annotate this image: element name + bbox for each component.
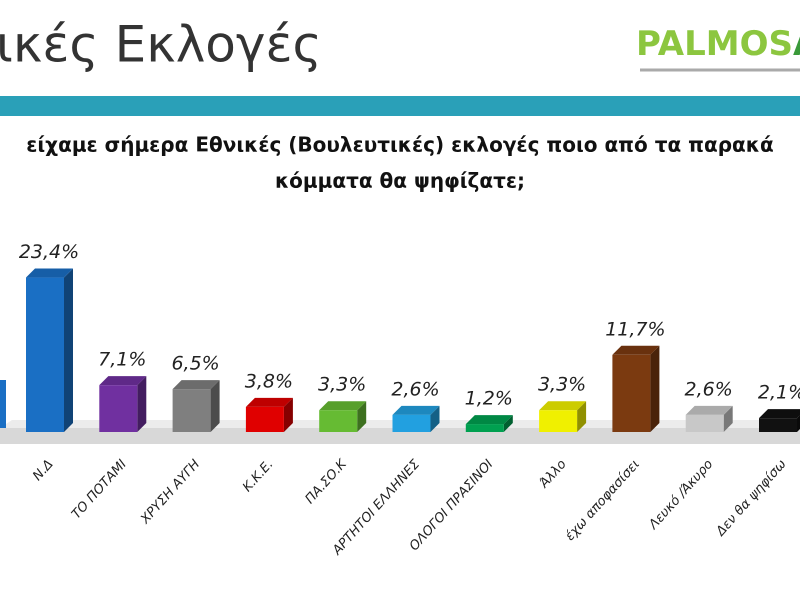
category-label: έχω αποφασίσει <box>563 457 643 544</box>
bar-side <box>283 397 293 432</box>
bar-side <box>64 268 73 432</box>
bar-side <box>797 415 800 432</box>
bar-top <box>172 380 220 390</box>
bar <box>392 414 431 432</box>
bar <box>26 277 64 432</box>
value-label: 23,4% <box>19 241 79 263</box>
bar <box>539 410 578 432</box>
bar-side <box>357 401 367 432</box>
value-label: 11,7% <box>605 318 665 340</box>
value-label: 2,1% <box>758 382 800 404</box>
value-label: 6,5% <box>171 353 219 375</box>
bar-side <box>723 405 733 432</box>
cropped-bar <box>0 380 6 428</box>
bar <box>759 418 797 432</box>
bar-top <box>26 268 73 278</box>
bar-top <box>612 345 660 355</box>
bar-top <box>539 401 587 411</box>
category-label: ΧΡΥΣΗ ΑΥΓΗ <box>137 457 203 528</box>
bar <box>245 406 284 432</box>
bar-top <box>759 409 800 419</box>
category-label: ΤΟ ΠΟΤΑΜΙ <box>69 457 130 522</box>
logo: PALMOSAN <box>636 24 800 64</box>
bar-top <box>392 405 440 415</box>
bar-side <box>577 401 587 432</box>
value-label: 3,3% <box>538 374 586 396</box>
bar-side <box>650 345 660 432</box>
category-label: ΟΛΟΓΟΙ ΠΡΑΣΙΝΟΙ <box>407 457 497 554</box>
category-label: Δεν θα ψηφίσω <box>713 457 790 540</box>
bar <box>99 385 138 432</box>
category-label: Άλλο <box>536 457 569 492</box>
value-label: 1,2% <box>465 388 513 410</box>
category-label: Ν.Δ <box>30 457 56 484</box>
category-label: ΠΑ.ΣΟ.Κ <box>303 456 351 507</box>
bar-side <box>210 380 220 432</box>
logo-main: PALMOS <box>636 24 793 64</box>
bar-top <box>99 376 147 386</box>
question-line: είχαμε σήμερα Εθνικές (Βουλευτικές) εκλο… <box>26 133 774 157</box>
banner-band <box>0 96 800 116</box>
bar <box>319 410 358 432</box>
bar-side <box>430 405 440 432</box>
bar-top <box>319 401 367 411</box>
bar <box>612 354 651 432</box>
value-label: 2,6% <box>685 378 733 400</box>
category-label: Λευκό /Άκυρο <box>646 457 717 533</box>
question-line: κόμματα θα ψηφίζατε; <box>275 169 525 193</box>
bar-side <box>137 376 147 432</box>
value-label: 2,6% <box>391 378 439 400</box>
slide-title: ικές Εκλογές <box>0 16 322 74</box>
value-label: 7,1% <box>98 349 146 371</box>
bar-side <box>503 415 513 432</box>
bar-top <box>465 415 513 425</box>
bar-top <box>685 405 733 415</box>
bar <box>685 414 724 432</box>
value-label: 3,8% <box>245 370 293 392</box>
category-label: Κ.Κ.Ε. <box>240 457 276 495</box>
logo-end: AN <box>793 24 800 64</box>
bar-top <box>245 397 293 407</box>
bar <box>172 389 211 432</box>
value-label: 3,3% <box>318 374 366 396</box>
bar <box>465 424 504 432</box>
